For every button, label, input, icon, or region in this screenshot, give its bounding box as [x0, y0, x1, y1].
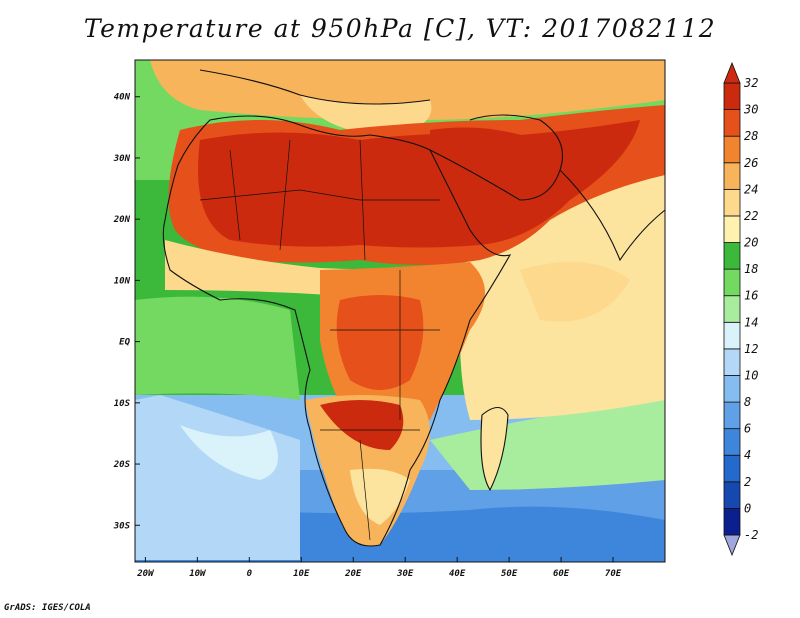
colorbar-segment: [723, 375, 741, 403]
colorbar-level-label: 10: [744, 368, 758, 382]
colorbar-segment: [723, 454, 741, 483]
field-arabia: [430, 127, 562, 232]
colorbar-segment: [723, 321, 741, 350]
border-line: [359, 139, 366, 261]
lat-tick-label: 10N: [114, 276, 131, 286]
colorbar-level-label: 8: [744, 395, 751, 409]
lat-tick-label: 20S: [113, 460, 131, 470]
border-line: [359, 439, 371, 541]
colorbar-under-triangle: [723, 534, 741, 557]
colorbar-segment: [723, 242, 741, 270]
border-line: [229, 149, 241, 241]
europe-coastline: [199, 69, 431, 105]
colorbar-segment: [723, 109, 741, 137]
colorbar-level-label: 0: [744, 501, 751, 515]
colorbar-level-label: 14: [744, 315, 758, 329]
colorbar-level-label: 30: [743, 103, 758, 117]
colorbar-level-label: 18: [744, 262, 758, 276]
colorbar-level-label: 32: [743, 76, 758, 90]
lon-tick-label: 50E: [501, 569, 518, 579]
colorbar-over-triangle: [723, 61, 741, 84]
colorbar-segment: [723, 215, 741, 243]
lon-tick-label: 70E: [605, 569, 622, 579]
colorbar-segment: [723, 348, 741, 376]
colorbar-level-label: -2: [744, 528, 758, 542]
field-gulf-guinea: [135, 296, 300, 400]
latitude-axis: 40N 30N 20N 10N EQ 10S 20S 30S: [113, 93, 140, 531]
map-title: Temperature at 950hPa [C], VT: 201708211…: [83, 14, 717, 43]
lon-tick-label: 20W: [136, 569, 155, 579]
lon-tick-label: 10E: [293, 569, 310, 579]
lon-tick-label: 10W: [189, 569, 207, 579]
colorbar-segment: [723, 188, 741, 217]
colorbar-level-label: 28: [744, 129, 758, 143]
colorbar-segment: [723, 268, 741, 297]
colorbar-level-label: 4: [744, 448, 751, 462]
field-cool-patch: [180, 425, 278, 480]
colorbar-segment: [723, 508, 741, 536]
longitude-axis: 20W 10W 0 10E 20E 30E 40E 50E 60E 70E: [136, 557, 622, 579]
colorbar-level-label: 20: [744, 236, 758, 250]
colorbar-level-label: 6: [744, 422, 751, 436]
colorbar-level-label: 22: [744, 209, 758, 223]
colorbar-segment: [723, 481, 741, 509]
colorbar-segment: [723, 135, 741, 164]
field-madagascar: [481, 407, 508, 490]
footer-credit: GrADS: IGES/COLA: [4, 603, 91, 613]
field-congo-hot: [336, 295, 424, 390]
lat-tick-label: EQ: [119, 338, 130, 348]
lat-tick-label: 30N: [113, 154, 131, 164]
lat-tick-label: 10S: [114, 399, 131, 409]
colorbar-level-label: 12: [744, 342, 758, 356]
field-highveld: [350, 468, 410, 525]
colorbar-segment: [723, 162, 741, 190]
colorbar-level-label: 26: [744, 156, 758, 170]
lon-tick-label: 30E: [396, 569, 414, 579]
africa-coastline: [162, 115, 512, 547]
temperature-field: [135, 60, 665, 562]
plot-frame: [134, 59, 666, 563]
colorbar-segment: [723, 428, 741, 456]
colorbar-segment: [723, 295, 741, 323]
field-indian-warm-patch: [520, 262, 630, 322]
lon-tick-label: 20E: [344, 569, 362, 579]
madagascar-coastline: [480, 406, 509, 492]
colorbar-segment: [723, 401, 741, 430]
field-kalahari-hot: [320, 400, 404, 450]
coastlines: [162, 69, 666, 547]
lon-tick-label: 60E: [553, 569, 570, 579]
lat-tick-label: 40N: [114, 93, 131, 103]
border-line: [279, 139, 291, 251]
lon-tick-label: 40E: [449, 569, 466, 579]
country-borders: [199, 139, 440, 541]
colorbar-level-label: 24: [744, 182, 758, 196]
lon-tick-label: 0: [247, 569, 253, 579]
lat-tick-label: 30S: [113, 521, 131, 531]
lat-tick-label: 20N: [113, 215, 131, 225]
border-line: [199, 189, 440, 201]
colorbar-level-label: 16: [744, 289, 758, 303]
colorbar-segment: [723, 82, 741, 110]
colorbar-level-label: 2: [744, 475, 751, 489]
india-coastline: [559, 169, 666, 262]
field-europe: [150, 60, 665, 120]
